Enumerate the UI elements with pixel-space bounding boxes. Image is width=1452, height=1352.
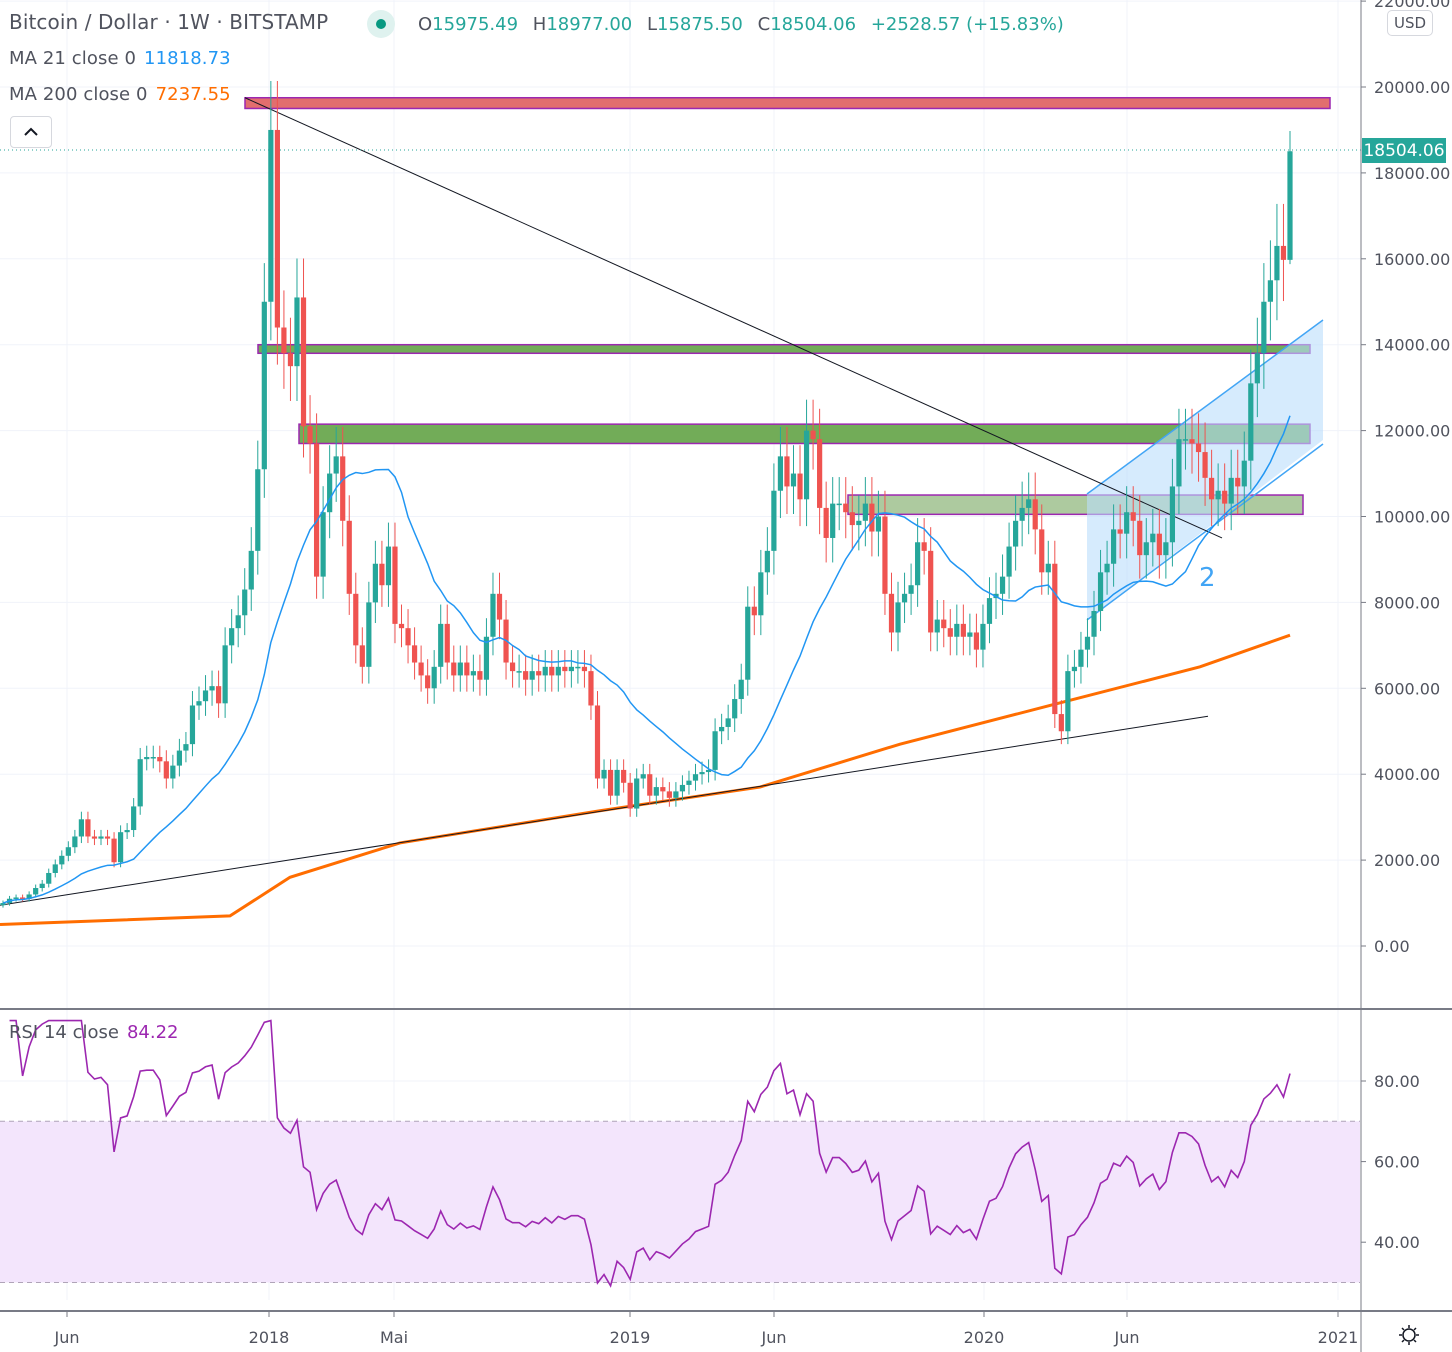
time-tick: Jun	[54, 1328, 80, 1347]
high-label: H	[532, 14, 547, 35]
ma21-line	[2, 415, 1291, 904]
price-tick: 20000.00	[1374, 78, 1450, 97]
price-tick: 22000.00	[1374, 0, 1450, 11]
ma21-label: MA 21 close 0	[9, 48, 137, 69]
price-tick: 2000.00	[1374, 851, 1440, 870]
ma21-legend[interactable]: MA 21 close 0 11818.73	[9, 48, 231, 69]
time-tick: 2020	[964, 1328, 1005, 1347]
chevron-up-icon	[24, 127, 38, 136]
price-tick: 16000.00	[1374, 250, 1450, 269]
rsi-pane	[0, 1019, 1360, 1288]
price-tick: 6000.00	[1374, 679, 1440, 698]
rsi-tick: 60.00	[1374, 1153, 1420, 1172]
channel-label: 2	[1199, 563, 1216, 593]
grid-lines	[0, 0, 1360, 1300]
ma200-line	[0, 633, 1291, 927]
ma200-label: MA 200 close 0	[9, 84, 148, 105]
close-value: 18504.06	[770, 14, 857, 35]
currency-badge[interactable]: USD	[1387, 10, 1433, 36]
settings-button[interactable]	[1396, 1322, 1422, 1348]
change-value: +2528.57 (+15.83%)	[870, 14, 1064, 35]
price-tick: 14000.00	[1374, 336, 1450, 355]
market-status-icon[interactable]	[367, 10, 395, 38]
sun-settings-icon	[1399, 1325, 1419, 1345]
open-label: O	[418, 14, 433, 35]
symbol-title[interactable]: Bitcoin / Dollar · 1W · BITSTAMP	[9, 10, 329, 34]
last-price-label: 18504.06	[1362, 138, 1446, 163]
price-tick: 4000.00	[1374, 765, 1440, 784]
low-label: L	[646, 14, 657, 35]
ma21-value: 11818.73	[144, 48, 231, 69]
time-tick: Jun	[1114, 1328, 1140, 1347]
open-value: 15975.49	[432, 14, 519, 35]
price-tick: 18000.00	[1374, 164, 1450, 183]
price-tick: 8000.00	[1374, 593, 1440, 612]
collapse-legend-button[interactable]	[10, 116, 52, 148]
rsi-label: RSI 14 close	[9, 1022, 119, 1043]
price-tick: 0.00	[1374, 937, 1410, 956]
time-tick: Jun	[761, 1328, 787, 1347]
rsi-tick: 80.00	[1374, 1072, 1420, 1091]
ma200-legend[interactable]: MA 200 close 0 7237.55	[9, 84, 231, 105]
time-tick: 2018	[249, 1328, 290, 1347]
low-value: 15875.50	[657, 14, 743, 35]
candlestick-series	[0, 80, 1293, 908]
time-tick: Mai	[380, 1328, 408, 1347]
close-label: C	[757, 14, 771, 35]
time-tick: 2021	[1318, 1328, 1359, 1347]
time-tick: 2019	[610, 1328, 651, 1347]
rsi-legend[interactable]: RSI 14 close 84.22	[9, 1022, 178, 1043]
rsi-value: 84.22	[126, 1022, 179, 1043]
high-value: 18977.00	[546, 14, 633, 35]
rsi-tick: 40.00	[1374, 1233, 1420, 1252]
price-tick: 10000.00	[1374, 508, 1450, 527]
price-tick: 12000.00	[1374, 422, 1450, 441]
ohlc-values: O15975.49 H18977.00 L15875.50 C18504.06 …	[418, 14, 1073, 35]
ma200-value: 7237.55	[155, 84, 231, 105]
trendlines	[0, 97, 1362, 906]
